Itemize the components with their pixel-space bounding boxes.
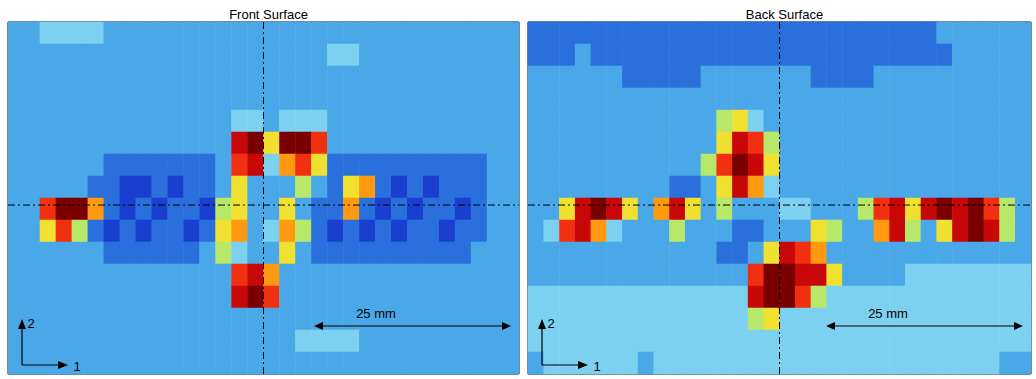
svg-text:1: 1 <box>593 359 600 374</box>
svg-text:2: 2 <box>27 316 34 331</box>
svg-text:1: 1 <box>73 359 80 374</box>
svg-text:25 mm: 25 mm <box>868 306 908 321</box>
svg-text:25 mm: 25 mm <box>356 306 396 321</box>
svg-text:Back Surface: Back Surface <box>746 7 823 22</box>
svg-text:Front Surface: Front Surface <box>229 7 308 22</box>
svg-text:2: 2 <box>547 316 554 331</box>
